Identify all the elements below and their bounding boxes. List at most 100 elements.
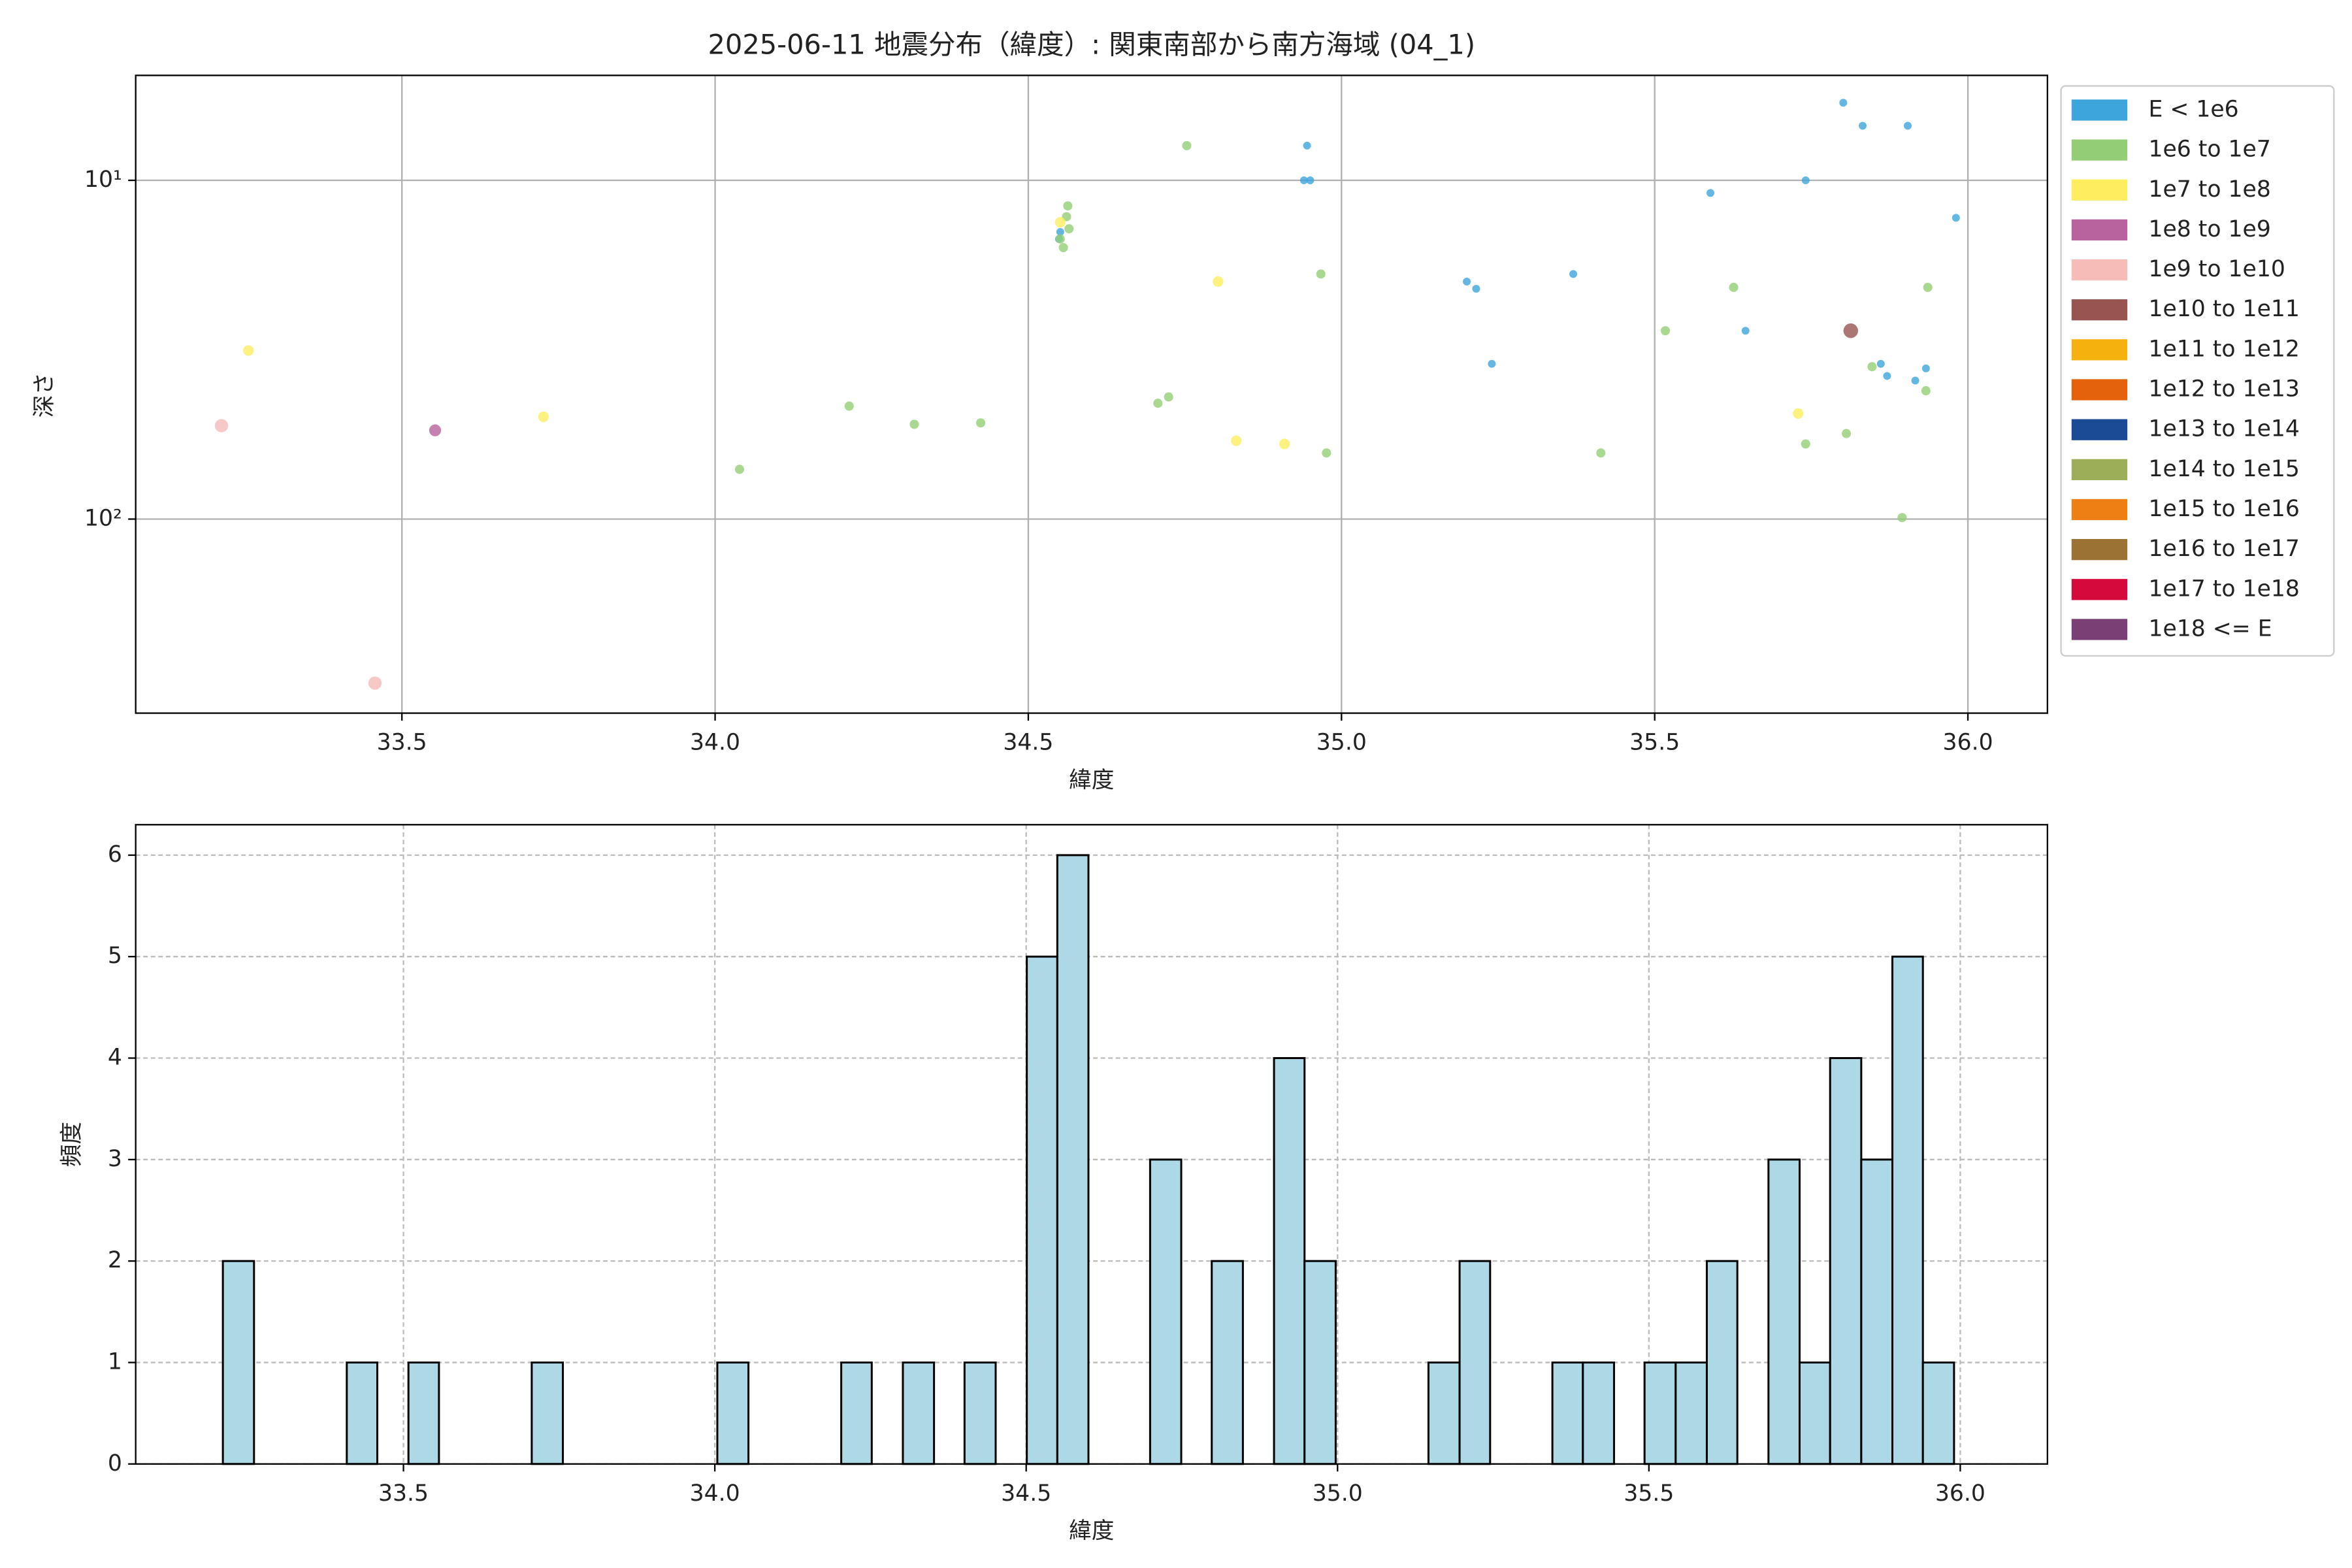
histogram-bar [531, 1361, 564, 1465]
scatter-point [1911, 376, 1919, 385]
scatter-point [909, 419, 919, 429]
scatter-point [1182, 140, 1192, 150]
histogram-bar [407, 1361, 440, 1465]
legend-label: 1e12 to 1e13 [2148, 376, 2299, 402]
scatter-point [1231, 435, 1242, 446]
y-axis-label: 頻度 [59, 1122, 85, 1167]
legend-swatch [2071, 139, 2128, 161]
scatter-point [1306, 176, 1315, 185]
x-tick-label: 35.5 [1624, 1480, 1674, 1507]
x-tick-label: 36.0 [1943, 730, 1993, 756]
histogram-bar [1026, 955, 1058, 1465]
legend-swatch [2071, 619, 2128, 640]
scatter-point [1054, 217, 1066, 228]
histogram-bar [1149, 1158, 1183, 1465]
x-tick-label: 33.5 [377, 730, 427, 756]
legend-swatch [2071, 179, 2128, 201]
scatter-point [1660, 326, 1671, 336]
legend-label: 1e10 to 1e11 [2148, 296, 2299, 322]
legend-swatch [2071, 339, 2128, 361]
scatter-point [368, 676, 382, 690]
histogram-bar [1643, 1361, 1677, 1465]
scatter-point [1322, 448, 1331, 458]
legend-swatch [2071, 579, 2128, 600]
histogram-bar [1767, 1158, 1801, 1465]
legend-label: 1e17 to 1e18 [2148, 576, 2299, 602]
y-tick-label: 5 [108, 943, 122, 969]
histogram-bar [1273, 1057, 1306, 1465]
legend-label: 1e13 to 1e14 [2148, 416, 2299, 442]
legend-label: 1e16 to 1e17 [2148, 536, 2299, 562]
histogram-bar [1798, 1361, 1831, 1465]
x-tick-label: 34.0 [690, 1480, 740, 1507]
scatter-point [844, 401, 854, 411]
scatter-point [1867, 362, 1877, 372]
y-tick-label: 0 [108, 1450, 122, 1477]
scatter-point [1056, 227, 1064, 236]
histogram-bar [1056, 854, 1090, 1465]
scatter-point [1279, 438, 1290, 449]
scatter-point [538, 411, 549, 423]
plot-frame [135, 74, 2048, 714]
histogram-bar [840, 1361, 873, 1465]
scatter-point [243, 345, 254, 356]
scatter-point [1213, 276, 1224, 287]
legend-swatch [2071, 419, 2128, 440]
scatter-point [1063, 201, 1073, 211]
legend-label: 1e7 to 1e8 [2148, 176, 2270, 203]
scatter-point [1153, 399, 1163, 408]
histogram-bar [1551, 1361, 1584, 1465]
scatter-point [214, 419, 229, 433]
legend-label: E < 1e6 [2148, 96, 2238, 122]
legend-label: 1e8 to 1e9 [2148, 216, 2270, 242]
histogram-bar [1427, 1361, 1461, 1465]
histogram-bar [716, 1361, 750, 1465]
scatter-point [734, 465, 744, 474]
x-tick-label: 34.5 [1001, 1480, 1051, 1507]
legend-label: 1e11 to 1e12 [2148, 336, 2299, 362]
scatter-point [1839, 99, 1848, 107]
scatter-point [1952, 214, 1960, 222]
x-tick-label: 35.0 [1316, 730, 1367, 756]
scatter-point [1729, 282, 1739, 292]
x-tick-label: 35.5 [1629, 730, 1680, 756]
histogram-bar [221, 1260, 255, 1465]
scatter-point [1472, 285, 1480, 293]
legend-swatch [2071, 299, 2128, 321]
histogram-bar [1582, 1361, 1615, 1465]
scatter-point [1596, 448, 1606, 458]
legend-swatch [2071, 498, 2128, 521]
x-tick-label: 34.5 [1003, 730, 1053, 756]
scatter-point [1064, 224, 1074, 234]
scatter-point [1316, 269, 1326, 279]
plot-frame [135, 824, 2048, 1465]
histogram-bar [1705, 1260, 1739, 1465]
scatter-point [1463, 277, 1471, 286]
scatter-point [1303, 141, 1311, 150]
scatter-point [1488, 359, 1496, 368]
legend-swatch [2071, 379, 2128, 400]
x-tick-label: 35.0 [1313, 1480, 1363, 1507]
y-tick-label: 2 [108, 1247, 122, 1273]
scatter-point [1904, 122, 1912, 130]
scatter-point [1923, 282, 1933, 292]
histogram-bar [963, 1361, 997, 1465]
scatter-point [1299, 176, 1308, 185]
x-axis-label: 緯度 [1069, 1518, 1114, 1544]
scatter-point [1897, 513, 1907, 523]
scatter-point [1055, 234, 1065, 244]
histogram-bar [1303, 1260, 1337, 1465]
scatter-point [976, 418, 986, 428]
y-tick-label: 6 [108, 841, 122, 868]
histogram-bar [1829, 1057, 1863, 1465]
scatter-point [1876, 359, 1885, 368]
histogram-bar [1891, 955, 1924, 1465]
legend-swatch [2071, 99, 2128, 121]
legend-swatch [2071, 259, 2128, 281]
legend-swatch [2071, 459, 2128, 480]
legend-label: 1e18 <= E [2148, 615, 2272, 642]
histogram-bar [902, 1361, 936, 1465]
x-tick-label: 33.5 [378, 1480, 429, 1507]
